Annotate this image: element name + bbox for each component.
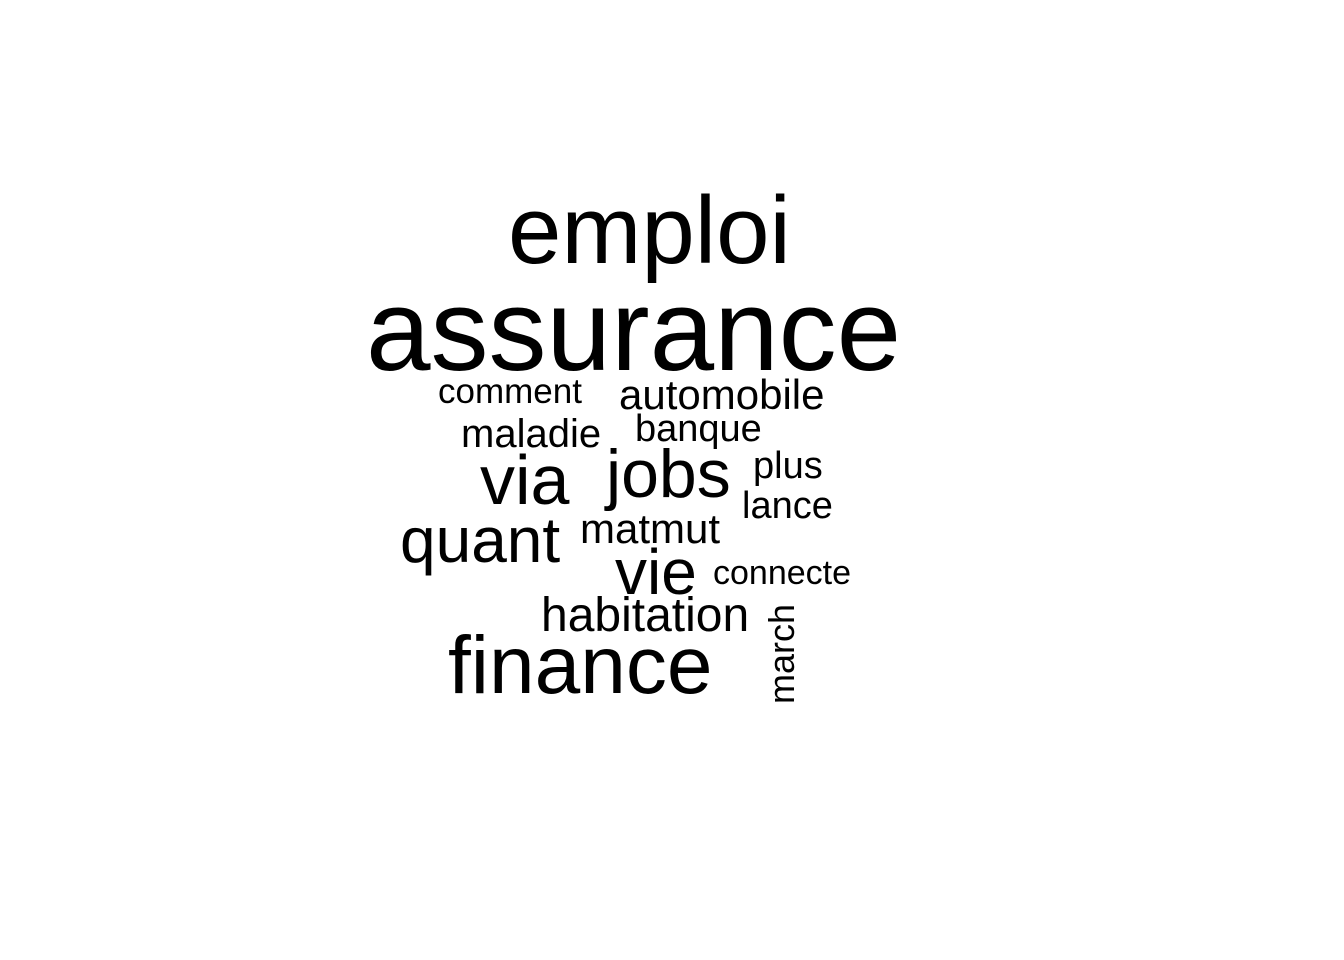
- word-via: via: [480, 441, 570, 519]
- word-maladie: maladie: [461, 412, 602, 456]
- word-automobile: automobile: [619, 371, 825, 418]
- word-comment: comment: [438, 372, 582, 411]
- word-connecte: connecte: [713, 554, 851, 592]
- word-matmut: matmut: [580, 505, 721, 552]
- word-vie: vie: [615, 536, 697, 608]
- word-march: march: [761, 603, 802, 704]
- word-jobs: jobs: [606, 436, 731, 512]
- word-finance: finance: [448, 620, 713, 711]
- word-habitation: habitation: [541, 589, 750, 642]
- word-emploi: emploi: [508, 177, 791, 284]
- word-quant: quant: [400, 504, 561, 576]
- word-assurance: assurance: [366, 265, 902, 395]
- word-lance: lance: [742, 485, 833, 527]
- word-plus: plus: [753, 445, 823, 487]
- word-banque: banque: [635, 408, 762, 450]
